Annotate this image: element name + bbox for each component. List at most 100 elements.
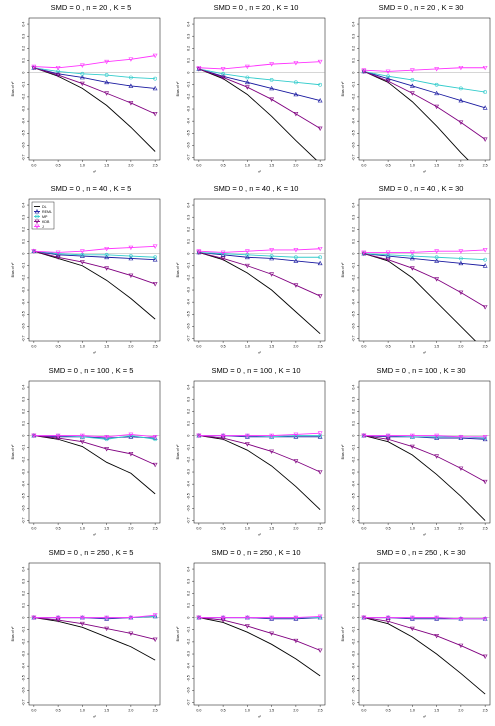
y-tick-label: 0.3 [187, 397, 191, 402]
x-tick-label: 1.0 [80, 164, 85, 168]
x-axis-label: τ² [93, 715, 96, 719]
series-line-kdb [198, 435, 321, 473]
point-mp [318, 82, 323, 87]
series-line-reml [198, 251, 321, 264]
panel-title: SMD = 0 , n = 20 , K = 30 [379, 3, 464, 12]
point-j [196, 249, 202, 254]
x-axis-label: τ² [258, 351, 261, 355]
plot-frame [28, 380, 161, 524]
y-tick-label: -0.7 [352, 517, 356, 523]
point-j [55, 65, 61, 71]
point-j [79, 433, 85, 439]
plot-frame [28, 562, 161, 706]
y-tick-label: -0.7 [352, 699, 356, 705]
point-j [244, 64, 250, 70]
y-tick-label: 0 [187, 253, 191, 255]
y-tick-label: 0.1 [22, 239, 26, 244]
point-mp [269, 77, 274, 82]
series-line-mp [33, 250, 156, 258]
series-line-j [33, 245, 156, 253]
y-tick-label: -0.4 [187, 118, 191, 124]
point-kdb [293, 112, 299, 117]
y-tick-label: 0.2 [187, 227, 191, 232]
y-tick-label: 0.4 [22, 22, 26, 27]
panel-title: SMD = 0 , n = 100 , K = 30 [376, 366, 465, 375]
x-axis-label: τ² [93, 533, 96, 537]
point-mp [318, 433, 323, 438]
series-line-dl [198, 617, 321, 677]
y-tick-label: -0.2 [352, 639, 356, 645]
point-reml [269, 255, 275, 261]
y-tick-label: -0.6 [187, 323, 191, 329]
x-tick-label: 2.5 [483, 345, 488, 349]
point-j [104, 435, 110, 440]
y-tick-label: -0.3 [352, 469, 356, 475]
point-reml [317, 98, 323, 103]
y-tick-label: -0.7 [352, 154, 356, 160]
x-axis-label: τ² [423, 351, 426, 355]
point-reml [434, 258, 440, 263]
y-axis-label: Bias of τ² [11, 262, 15, 277]
point-j [409, 250, 415, 255]
point-mp [318, 615, 323, 620]
x-tick-label: 1.5 [434, 164, 439, 168]
series-line-reml [33, 67, 156, 89]
y-tick-label: -0.5 [352, 130, 356, 136]
point-j [293, 432, 299, 437]
y-tick-label: 0 [187, 435, 191, 437]
series-line-dl [363, 617, 486, 695]
point-kdb [409, 266, 415, 271]
y-tick-label: -0.2 [22, 94, 26, 100]
x-axis-label: τ² [423, 715, 426, 719]
point-kdb [385, 79, 391, 84]
y-tick-label: 0.3 [22, 34, 26, 39]
y-tick-label: -0.3 [187, 651, 191, 657]
series-line-j [198, 615, 321, 619]
point-j [244, 615, 250, 621]
y-tick-label: -0.5 [352, 675, 356, 681]
y-tick-label: -0.6 [352, 142, 356, 148]
y-tick-label: 0.1 [22, 603, 26, 608]
series-line-kdb [198, 251, 321, 297]
panel-9: SMD = 0 , n = 100 , K = 30 0.4 0.3 0.2 0.1 0 -… [341, 366, 491, 537]
point-mp [104, 73, 109, 77]
y-axis-label: Bias of τ² [341, 262, 345, 277]
series-line-reml [33, 435, 156, 439]
point-reml [128, 83, 134, 88]
point-kdb [317, 470, 323, 475]
series-line-kdb [363, 253, 486, 308]
x-tick-label: 0.0 [196, 164, 201, 168]
y-tick-label: 0 [22, 253, 26, 255]
y-tick-label: 0.2 [352, 227, 356, 232]
point-kdb [196, 67, 202, 72]
x-tick-label: 0.0 [196, 709, 201, 713]
y-tick-label: -0.4 [352, 663, 356, 669]
x-tick-label: 0.0 [31, 527, 36, 531]
y-axis-label: Bias of τ² [176, 444, 180, 459]
panel-title: SMD = 0 , n = 40 , K = 30 [379, 184, 464, 193]
y-tick-label: -0.2 [187, 639, 191, 645]
point-j [31, 249, 37, 254]
point-kdb [152, 282, 158, 287]
y-tick-label: 0.3 [187, 215, 191, 220]
series-line-j [198, 248, 321, 253]
point-mp [80, 71, 85, 76]
point-j [152, 53, 158, 59]
point-kdb [317, 648, 323, 653]
series-line-mp [363, 253, 486, 261]
point-mp [104, 437, 109, 442]
point-reml [385, 76, 391, 81]
point-kdb [293, 459, 299, 464]
x-tick-label: 1.0 [410, 164, 415, 168]
y-tick-label: 0.4 [352, 22, 356, 27]
series-line-j [363, 617, 486, 620]
point-mp [221, 71, 226, 76]
point-kdb [196, 250, 202, 255]
panel-8: SMD = 0 , n = 100 , K = 10 0.4 0.3 0.2 0.1 0 -… [176, 366, 326, 537]
point-j [128, 432, 134, 437]
x-tick-label: 1.5 [269, 709, 274, 713]
point-kdb [244, 85, 250, 90]
x-tick-label: 1.5 [269, 345, 274, 349]
point-j [385, 433, 391, 439]
point-mp [269, 254, 274, 258]
